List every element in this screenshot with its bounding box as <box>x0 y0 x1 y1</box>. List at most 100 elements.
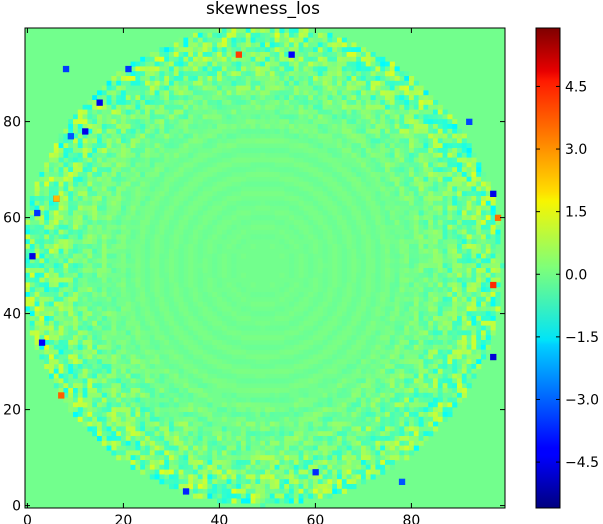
heatmap-cell <box>399 282 405 288</box>
heatmap-cell <box>106 128 112 134</box>
heatmap-cell <box>92 397 98 403</box>
heatmap-cell <box>178 138 184 144</box>
heatmap-cell <box>29 210 35 216</box>
heatmap-cell <box>135 268 141 274</box>
heatmap-cell <box>226 392 232 398</box>
heatmap-cell <box>289 119 295 125</box>
heatmap-cell <box>413 95 419 101</box>
heatmap-cell <box>481 234 487 240</box>
heatmap-cell <box>231 368 237 374</box>
heatmap-cell <box>293 28 299 34</box>
heatmap-cell <box>178 176 184 182</box>
heatmap-cell <box>394 157 400 163</box>
heatmap-cell <box>423 248 429 254</box>
heatmap-cell <box>111 244 117 250</box>
heatmap-cell <box>322 239 328 245</box>
heatmap-cell <box>490 330 496 336</box>
heatmap-cell <box>399 71 405 77</box>
heatmap-cell <box>365 340 371 346</box>
heatmap-cell <box>399 114 405 120</box>
heatmap-cell <box>92 392 98 398</box>
heatmap-cell <box>145 215 151 221</box>
heatmap-cell <box>442 196 448 202</box>
heatmap-cell <box>351 263 357 269</box>
heatmap-cell <box>341 162 347 168</box>
heatmap-cell <box>125 124 131 130</box>
heatmap-cell <box>226 56 232 62</box>
heatmap-cell <box>231 167 237 173</box>
heatmap-cell <box>49 325 55 331</box>
heatmap-cell <box>164 186 170 192</box>
heatmap-cell <box>313 56 319 62</box>
heatmap-cell <box>284 100 290 106</box>
heatmap-cell <box>346 215 352 221</box>
heatmap-cell <box>370 378 376 384</box>
heatmap-cell <box>164 85 170 91</box>
heatmap-cell <box>476 316 482 322</box>
heatmap-cell <box>197 325 203 331</box>
heatmap-cell <box>87 224 93 230</box>
heatmap-cell <box>121 138 127 144</box>
heatmap-cell <box>188 368 194 374</box>
heatmap-cell <box>457 172 463 178</box>
heatmap-cell <box>217 296 223 302</box>
heatmap-cell <box>418 186 424 192</box>
heatmap-cell <box>466 152 472 158</box>
heatmap-cell <box>63 282 69 288</box>
heatmap-cell <box>308 234 314 240</box>
heatmap-cell <box>394 176 400 182</box>
heatmap-cell <box>221 268 227 274</box>
heatmap-cell <box>97 143 103 149</box>
heatmap-cell <box>370 128 376 134</box>
heatmap-cell <box>274 71 280 77</box>
heatmap-cell <box>413 354 419 360</box>
heatmap-cell <box>442 383 448 389</box>
heatmap-cell <box>404 364 410 370</box>
heatmap-cell <box>250 301 256 307</box>
heatmap-cell <box>188 344 194 350</box>
heatmap-cell <box>317 128 323 134</box>
heatmap-cell <box>404 268 410 274</box>
heatmap-cell <box>58 239 64 245</box>
heatmap-cell <box>346 210 352 216</box>
heatmap-cell <box>231 80 237 86</box>
heatmap-cell <box>49 244 55 250</box>
heatmap-cell <box>97 311 103 317</box>
heatmap-cell <box>73 340 79 346</box>
heatmap-cell <box>231 311 237 317</box>
heatmap-cell <box>308 100 314 106</box>
heatmap-cell <box>409 85 415 91</box>
heatmap-cell <box>68 340 74 346</box>
heatmap-cell <box>389 176 395 182</box>
heatmap-cell <box>145 268 151 274</box>
heatmap-cell <box>202 76 208 82</box>
heatmap-cell <box>461 296 467 302</box>
heatmap-cell <box>308 272 314 278</box>
heatmap-cell <box>265 157 271 163</box>
heatmap-cell <box>49 258 55 264</box>
heatmap-cell <box>221 325 227 331</box>
heatmap-cell <box>413 344 419 350</box>
heatmap-cell <box>125 85 131 91</box>
heatmap-cell <box>169 76 175 82</box>
heatmap-cell <box>298 292 304 298</box>
heatmap-cell <box>255 397 261 403</box>
heatmap-cell <box>212 133 218 139</box>
heatmap-cell <box>394 124 400 130</box>
heatmap-cell <box>332 61 338 67</box>
heatmap-cell <box>375 272 381 278</box>
heatmap-cell <box>437 205 443 211</box>
heatmap-cell <box>476 196 482 202</box>
heatmap-cell <box>193 335 199 341</box>
heatmap-cell <box>322 277 328 283</box>
heatmap-cell <box>332 186 338 192</box>
heatmap-cell <box>73 344 79 350</box>
heatmap-cell <box>466 282 472 288</box>
heatmap-cell <box>471 157 477 163</box>
heatmap-cell <box>145 181 151 187</box>
heatmap-cell <box>466 196 472 202</box>
heatmap-cell <box>207 224 213 230</box>
heatmap-cell <box>370 368 376 374</box>
heatmap-cell <box>433 152 439 158</box>
heatmap-cell <box>58 301 64 307</box>
